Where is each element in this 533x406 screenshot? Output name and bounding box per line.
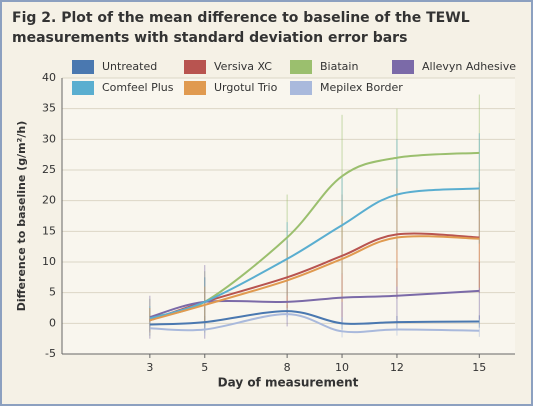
series-line xyxy=(149,313,480,334)
legend-swatch xyxy=(72,81,94,95)
legend-label: Urgotul Trio xyxy=(214,81,278,94)
chart-subtitle: measurements with standard deviation err… xyxy=(12,30,407,46)
y-tick-label: 0 xyxy=(49,316,56,329)
x-tick-label: 10 xyxy=(335,361,349,374)
y-tick-label: 25 xyxy=(42,163,56,176)
x-axis-label: Day of measurement xyxy=(218,376,359,390)
legend-label: Allevyn Adhesive xyxy=(422,60,516,73)
legend-swatch xyxy=(184,60,206,74)
legend-swatch xyxy=(184,81,206,95)
plot-area xyxy=(62,78,515,354)
x-tick-label: 3 xyxy=(146,361,153,374)
y-tick-label: 40 xyxy=(42,71,56,84)
legend-swatch xyxy=(290,81,312,95)
legend-swatch xyxy=(392,60,414,74)
legend-swatch xyxy=(72,60,94,74)
y-tick-label: 30 xyxy=(42,132,56,145)
x-tick-label: 12 xyxy=(390,361,404,374)
y-tick-label: 10 xyxy=(42,255,56,268)
chart-title: Fig 2. Plot of the mean difference to ba… xyxy=(12,10,470,26)
y-tick-label: 35 xyxy=(42,102,56,115)
x-tick-label: 5 xyxy=(201,361,208,374)
y-axis-label: Difference to baseline (g/m²/h) xyxy=(15,121,28,312)
legend-label: Biatain xyxy=(320,60,358,73)
legend-label: Versiva XC xyxy=(214,60,272,73)
y-tick-label: -5 xyxy=(45,347,56,360)
legend-label: Comfeel Plus xyxy=(102,81,174,94)
legend-label: Untreated xyxy=(102,60,157,73)
legend-label: Mepilex Border xyxy=(320,81,403,94)
y-tick-label: 15 xyxy=(42,224,56,237)
x-tick-label: 8 xyxy=(284,361,291,374)
y-tick-label: 20 xyxy=(42,194,56,207)
series-line xyxy=(149,235,480,322)
legend-swatch xyxy=(290,60,312,74)
y-tick-label: 5 xyxy=(49,286,56,299)
series-line xyxy=(149,310,480,326)
series-line xyxy=(149,187,480,320)
x-tick-label: 15 xyxy=(472,361,486,374)
